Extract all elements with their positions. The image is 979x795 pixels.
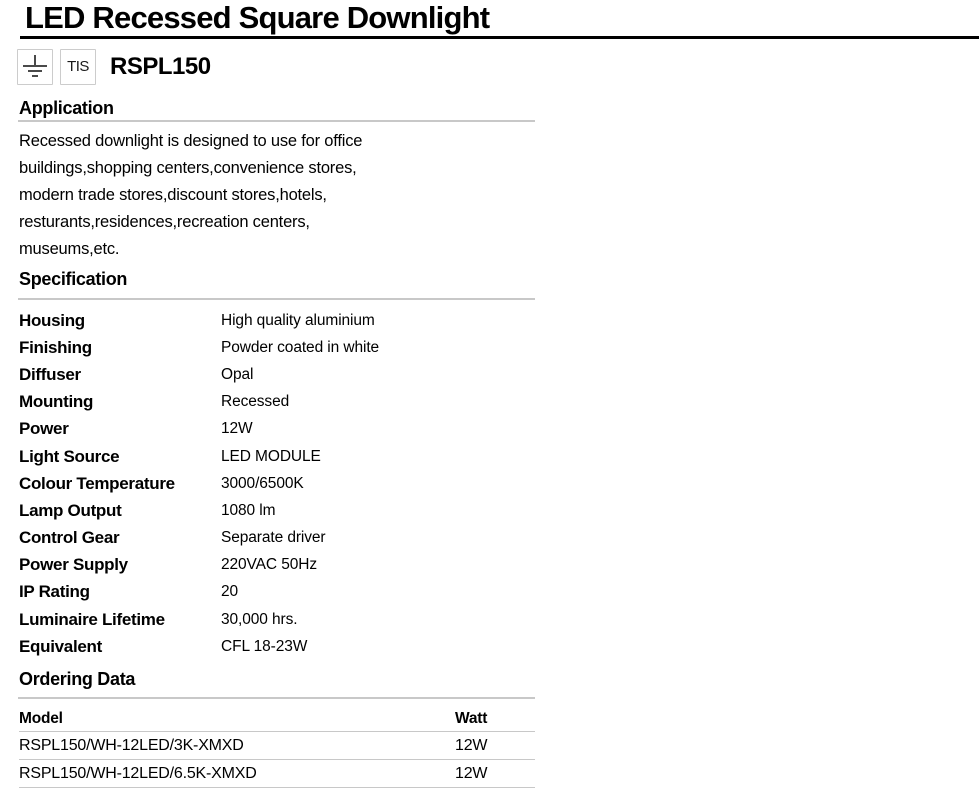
application-heading: Application (19, 98, 114, 118)
ordering-section: Ordering Data Model Watt RSPL150/WH-12LE… (0, 669, 979, 789)
product-model-code: RSPL150 (110, 52, 211, 80)
spec-row: Light Source LED MODULE (19, 443, 979, 470)
spec-label: Power Supply (19, 555, 128, 575)
spec-value: Powder coated in white (221, 338, 380, 356)
spec-value: 3000/6500K (221, 474, 304, 492)
ordering-watt-cell: 12W (455, 765, 488, 783)
spec-value: Opal (221, 365, 254, 383)
table-row: RSPL150/WH-12LED/3K-XMXD 12W (19, 732, 535, 761)
application-paragraph: Recessed downlight is designed to use fo… (19, 128, 979, 263)
spec-value: LED MODULE (221, 447, 321, 465)
application-line: resturants,residences,recreation centers… (19, 213, 310, 231)
page-title: LED Recessed Square Downlight (25, 0, 490, 35)
application-section: Application Recessed downlight is design… (0, 99, 979, 263)
table-row: RSPL150/WH-12LED/6.5K-XMXD 12W (19, 760, 535, 789)
spec-value: 20 (221, 583, 239, 601)
ordering-column-model: Model (19, 710, 63, 728)
ordering-divider (18, 697, 535, 700)
spec-label: Mounting (19, 392, 94, 412)
ordering-table-header: Model Watt (19, 709, 535, 733)
specification-table: Housing High quality aluminium Finishing… (19, 307, 979, 660)
spec-value: Recessed (221, 393, 290, 411)
application-line: modern trade stores,discount stores,hote… (19, 186, 327, 204)
application-divider (18, 120, 535, 122)
spec-value: 220VAC 50Hz (221, 556, 317, 574)
spec-value: CFL 18-23W (221, 637, 308, 655)
spec-row: Control Gear Separate driver (19, 525, 979, 552)
spec-value: 30,000 hrs. (221, 610, 298, 628)
spec-value: 1080 lm (221, 501, 276, 519)
spec-value: 12W (221, 420, 253, 438)
ordering-watt-cell: 12W (455, 737, 488, 755)
spec-label: Colour Temperature (19, 473, 175, 493)
tis-badge: TIS (60, 48, 96, 85)
spec-row: Lamp Output 1080 lm (19, 497, 979, 524)
spec-value: Separate driver (221, 529, 326, 547)
spec-row: Luminaire Lifetime 30,000 hrs. (19, 606, 979, 633)
spec-row: Mounting Recessed (19, 389, 979, 416)
tis-badge-label: TIS (67, 58, 89, 75)
application-line: museums,etc. (19, 240, 120, 258)
spec-row: Housing High quality aluminium (19, 307, 979, 334)
specification-section: Specification Housing High quality alumi… (0, 270, 979, 660)
spec-row: Power Supply 220VAC 50Hz (19, 552, 979, 579)
specification-divider (18, 298, 535, 300)
spec-value: High quality aluminium (221, 311, 375, 329)
spec-label: IP Rating (19, 582, 90, 602)
spec-label: Housing (19, 310, 85, 330)
earth-ground-badge (17, 48, 53, 85)
spec-label: Equivalent (19, 636, 102, 656)
spec-row: IP Rating 20 (19, 579, 979, 606)
spec-row: Equivalent CFL 18-23W (19, 633, 979, 660)
ordering-model-cell: RSPL150/WH-12LED/6.5K-XMXD (19, 765, 257, 783)
ordering-heading: Ordering Data (19, 669, 136, 690)
ordering-column-watt: Watt (455, 710, 488, 728)
spec-row: Diffuser Opal (19, 361, 979, 388)
specification-heading: Specification (19, 269, 128, 289)
ordering-table: Model Watt RSPL150/WH-12LED/3K-XMXD 12W … (19, 709, 535, 789)
spec-label: Power (19, 419, 69, 439)
application-line: buildings,shopping centers,convenience s… (19, 159, 357, 177)
spec-label: Diffuser (19, 364, 81, 384)
product-header-row: TIS RSPL150 (17, 48, 979, 85)
application-line: Recessed downlight is designed to use fo… (19, 132, 363, 150)
spec-label: Lamp Output (19, 500, 122, 520)
spec-row: Colour Temperature 3000/6500K (19, 470, 979, 497)
spec-label: Light Source (19, 446, 120, 466)
ordering-model-cell: RSPL150/WH-12LED/3K-XMXD (19, 737, 244, 755)
spec-label: Luminaire Lifetime (19, 609, 165, 629)
spec-row: Power 12W (19, 416, 979, 443)
spec-label: Finishing (19, 337, 92, 357)
title-divider (20, 36, 979, 39)
spec-row: Finishing Powder coated in white (19, 334, 979, 361)
earth-ground-icon (23, 55, 47, 77)
spec-label: Control Gear (19, 528, 120, 548)
